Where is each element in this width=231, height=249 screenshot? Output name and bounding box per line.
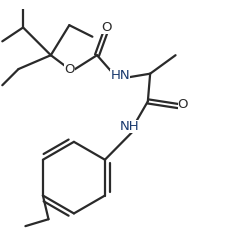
Text: O: O <box>64 62 75 75</box>
Text: O: O <box>178 98 188 111</box>
Text: NH: NH <box>120 120 139 133</box>
Text: HN: HN <box>110 69 130 82</box>
Text: O: O <box>101 20 112 34</box>
